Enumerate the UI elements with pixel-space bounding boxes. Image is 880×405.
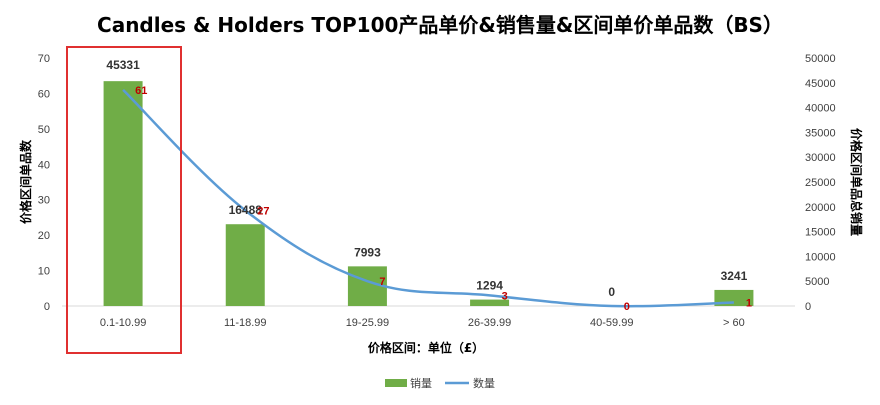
x-axis: 0.1-10.99 11-18.99 19-25.99 26-39.99 40-59.9… bbox=[100, 317, 745, 329]
right-tick-label: 20000 bbox=[805, 202, 836, 214]
right-tick-label: 5000 bbox=[805, 276, 829, 288]
left-tick-label: 70 bbox=[38, 53, 50, 65]
legend: 销量 数量 bbox=[385, 376, 495, 390]
legend-line-label: 数量 bbox=[473, 377, 495, 390]
right-tick-label: 10000 bbox=[805, 251, 836, 263]
left-tick-label: 20 bbox=[38, 230, 50, 242]
x-tick-label: 11-18.99 bbox=[224, 317, 267, 329]
right-tick-label: 15000 bbox=[805, 227, 836, 239]
x-tick-label: 40-59.99 bbox=[590, 317, 633, 329]
legend-bar-label: 销量 bbox=[410, 376, 432, 390]
bar-value-label: 3241 bbox=[721, 269, 748, 283]
right-tick-label: 25000 bbox=[805, 177, 836, 189]
y-axis-label-left: 价格区间单品数 bbox=[18, 139, 33, 224]
left-tick-label: 40 bbox=[38, 159, 50, 171]
right-tick-label: 45000 bbox=[805, 78, 836, 90]
bar-value-label: 1294 bbox=[476, 279, 503, 293]
right-axis: 0 5000 10000 15000 20000 25000 30000 35000 40000… bbox=[805, 53, 836, 313]
left-tick-label: 0 bbox=[44, 301, 50, 313]
line-value-label: 27 bbox=[257, 205, 269, 217]
x-axis-label: 价格区间：单位（£） bbox=[368, 340, 484, 355]
left-tick-label: 60 bbox=[38, 88, 50, 100]
x-tick-label: 26-39.99 bbox=[468, 317, 511, 329]
x-tick-label: > 60 bbox=[723, 317, 745, 329]
right-tick-label: 0 bbox=[805, 301, 811, 313]
y-axis-label-right: 价格区间单品总销量 bbox=[849, 128, 864, 236]
line-value-label: 3 bbox=[502, 290, 508, 302]
chart-title: Candles & Holders TOP100产品单价&销售量&区间单价单品数… bbox=[97, 13, 783, 37]
bar bbox=[103, 81, 143, 307]
left-axis: 0 10 20 30 40 50 60 70 bbox=[38, 53, 50, 313]
bar-value-label: 16488 bbox=[229, 203, 263, 217]
highlight-box bbox=[66, 46, 182, 354]
legend-bar-swatch bbox=[385, 379, 407, 387]
line-value-label: 7 bbox=[379, 276, 385, 288]
right-tick-label: 40000 bbox=[805, 103, 836, 115]
line-path bbox=[122, 88, 734, 308]
x-tick-label: 19-25.99 bbox=[346, 317, 389, 329]
left-tick-label: 30 bbox=[38, 195, 50, 207]
x-tick-label: 0.1-10.99 bbox=[100, 317, 146, 329]
bar-data-labels: 45331 16488 7993 1294 0 3241 bbox=[106, 58, 747, 299]
bar-value-label: 7993 bbox=[354, 245, 381, 259]
left-tick-label: 50 bbox=[38, 124, 50, 136]
bar-value-label: 0 bbox=[608, 285, 615, 299]
line-value-label: 1 bbox=[746, 297, 752, 309]
right-tick-label: 50000 bbox=[805, 53, 836, 65]
bar bbox=[470, 299, 510, 306]
line-value-label: 61 bbox=[135, 85, 147, 97]
bar bbox=[225, 224, 265, 306]
line-data-labels: 61 27 7 3 0 1 bbox=[135, 85, 752, 313]
line-series bbox=[122, 88, 734, 308]
bar-value-label: 45331 bbox=[106, 58, 140, 72]
bar-series bbox=[103, 81, 754, 307]
right-tick-label: 35000 bbox=[805, 127, 836, 139]
line-value-label: 0 bbox=[624, 301, 630, 313]
right-tick-label: 30000 bbox=[805, 152, 836, 164]
left-tick-label: 10 bbox=[38, 266, 50, 278]
